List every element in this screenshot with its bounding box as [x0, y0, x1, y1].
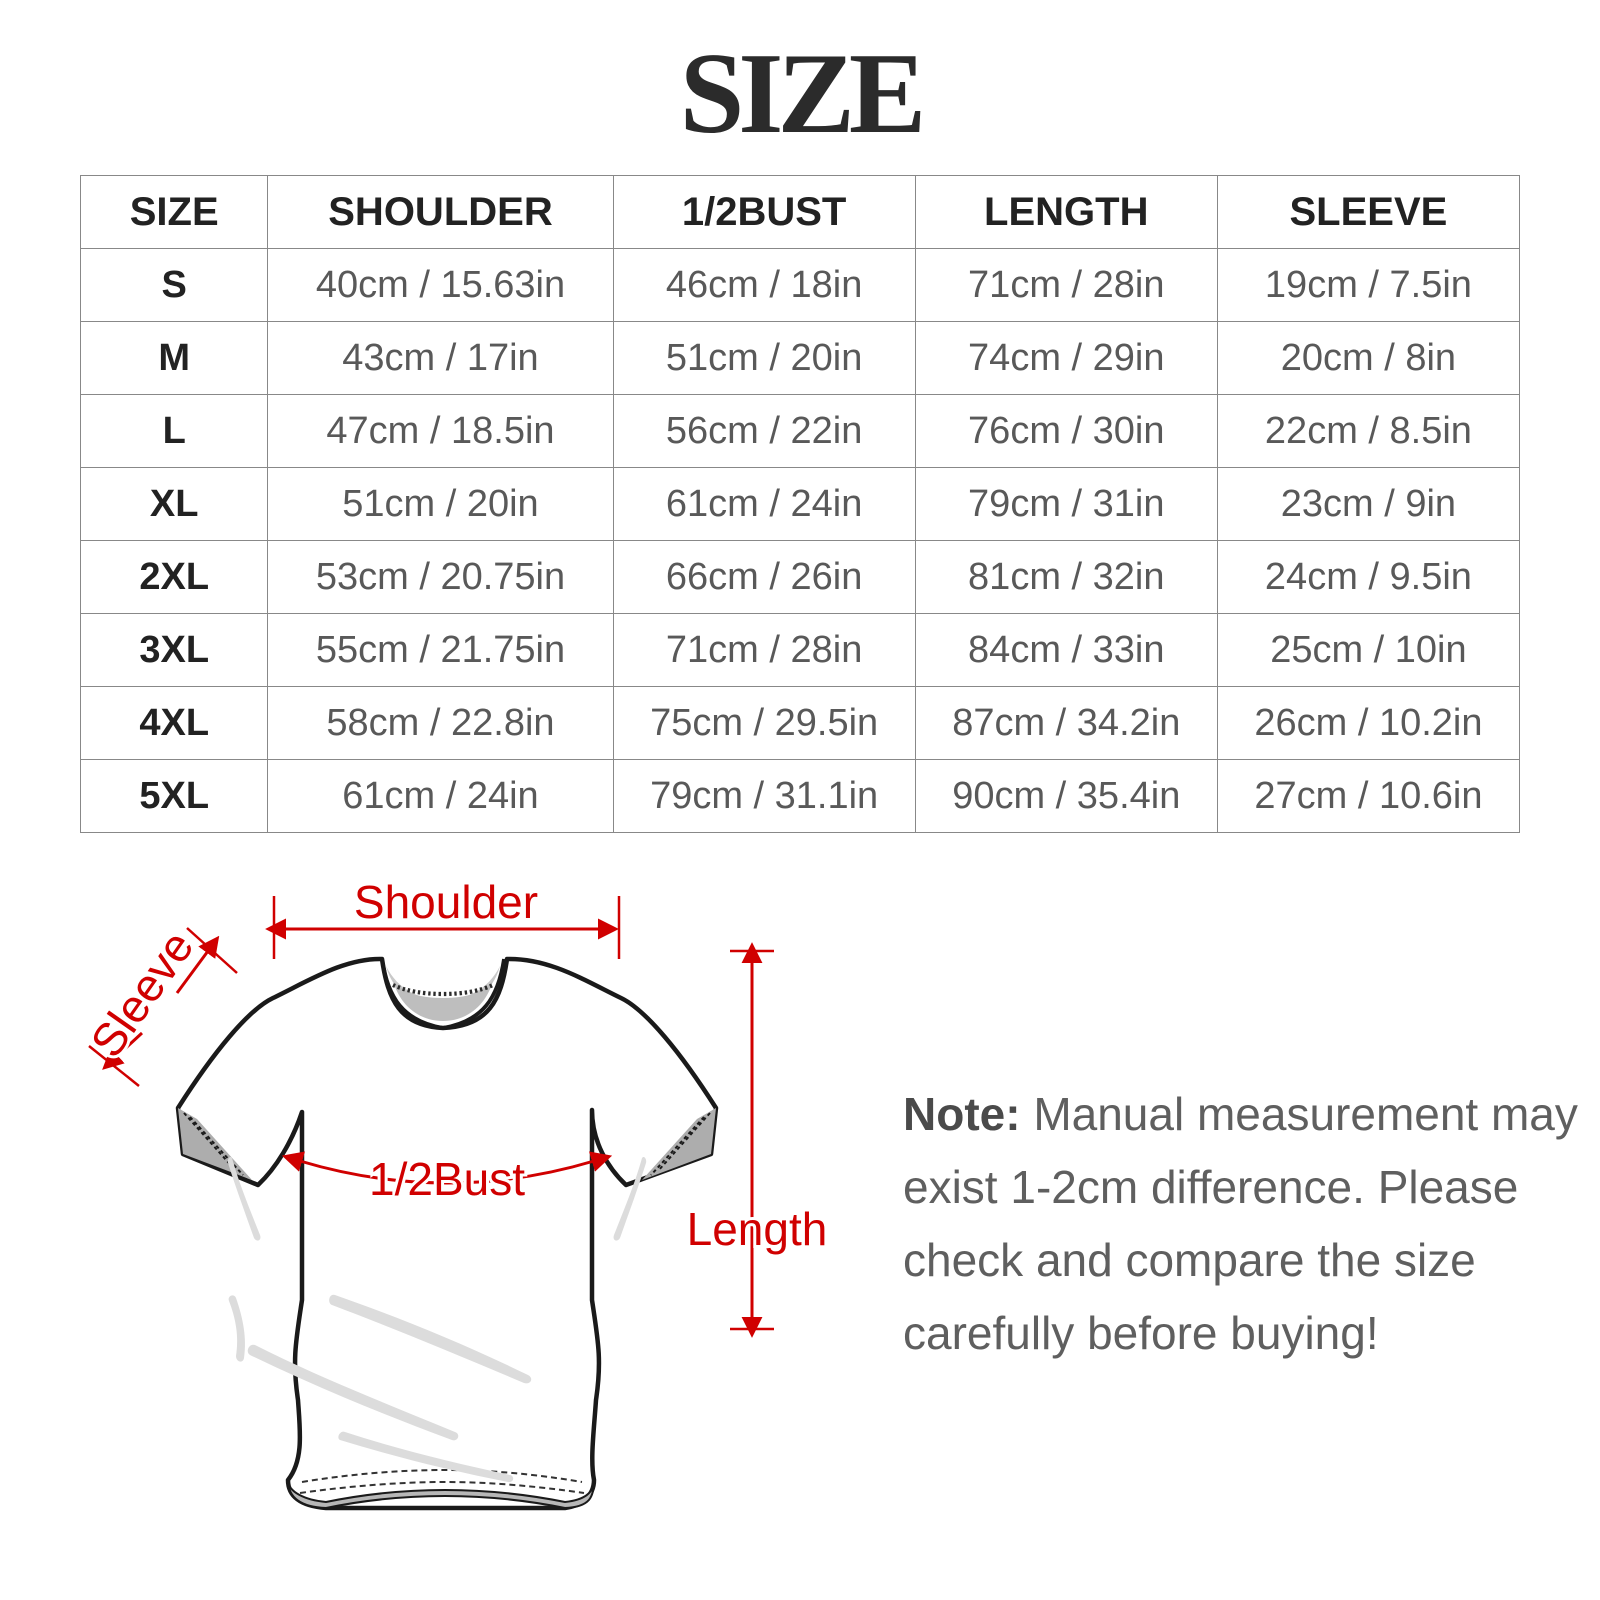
svg-text:Shoulder: Shoulder: [354, 876, 538, 928]
svg-text:1/2Bust: 1/2Bust: [369, 1153, 525, 1205]
svg-text:Sleeve: Sleeve: [80, 921, 203, 1066]
svg-text:Length: Length: [687, 1203, 828, 1255]
